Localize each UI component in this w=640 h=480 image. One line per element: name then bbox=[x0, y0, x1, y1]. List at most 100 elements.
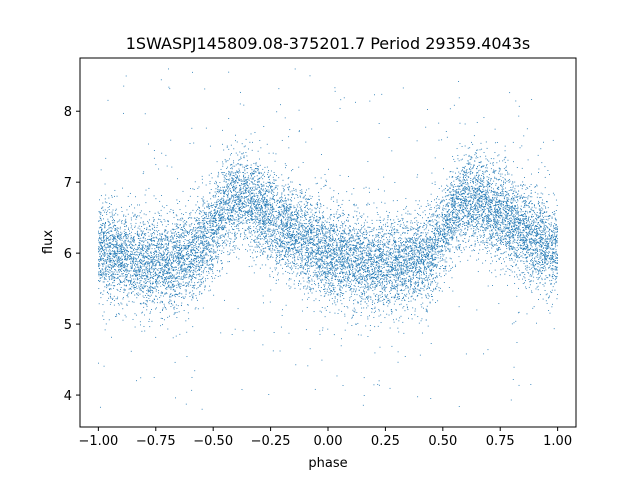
data-point bbox=[304, 240, 306, 242]
data-point bbox=[178, 261, 180, 263]
data-point bbox=[396, 289, 398, 291]
data-point bbox=[156, 245, 158, 247]
data-point bbox=[481, 213, 482, 215]
data-point bbox=[326, 229, 328, 230]
data-point bbox=[202, 247, 204, 249]
data-point bbox=[472, 186, 474, 188]
data-point bbox=[329, 231, 331, 233]
data-point bbox=[241, 221, 243, 223]
data-point bbox=[290, 278, 292, 280]
data-point bbox=[286, 242, 287, 244]
data-point bbox=[407, 271, 409, 273]
data-point bbox=[161, 301, 163, 303]
data-point bbox=[346, 262, 348, 264]
data-point bbox=[193, 287, 195, 289]
data-point bbox=[223, 247, 225, 249]
data-point bbox=[486, 197, 487, 199]
data-point bbox=[508, 193, 510, 195]
data-point bbox=[203, 280, 204, 282]
data-point bbox=[473, 249, 475, 251]
data-point bbox=[259, 214, 261, 216]
data-point bbox=[243, 198, 245, 199]
data-point bbox=[121, 206, 123, 208]
data-point bbox=[153, 376, 155, 378]
data-point bbox=[432, 215, 434, 217]
data-point bbox=[522, 243, 524, 244]
data-point bbox=[406, 273, 408, 275]
data-point bbox=[121, 222, 123, 224]
data-point bbox=[153, 269, 155, 271]
data-point bbox=[491, 213, 493, 214]
data-point bbox=[523, 215, 525, 217]
data-point bbox=[454, 203, 456, 205]
data-point bbox=[121, 262, 123, 264]
data-point bbox=[291, 219, 293, 221]
data-point bbox=[291, 194, 293, 196]
data-point bbox=[462, 215, 464, 217]
data-point bbox=[103, 365, 105, 367]
data-point bbox=[221, 201, 223, 203]
data-point bbox=[218, 245, 219, 247]
data-point bbox=[460, 159, 462, 161]
data-point bbox=[284, 241, 286, 243]
data-point bbox=[301, 226, 303, 228]
data-point bbox=[446, 214, 448, 216]
data-point bbox=[129, 192, 131, 194]
data-point bbox=[114, 237, 116, 239]
data-point bbox=[203, 245, 205, 247]
data-point bbox=[187, 256, 189, 258]
data-point bbox=[348, 233, 350, 234]
data-point bbox=[392, 235, 394, 237]
data-point bbox=[262, 178, 264, 180]
data-point bbox=[198, 261, 200, 263]
data-point bbox=[375, 234, 377, 236]
data-point bbox=[412, 241, 414, 242]
data-point bbox=[431, 247, 433, 249]
data-point bbox=[383, 278, 385, 280]
data-point bbox=[388, 280, 390, 282]
data-point bbox=[487, 242, 489, 244]
data-point bbox=[282, 267, 283, 269]
data-point bbox=[283, 205, 285, 206]
data-point bbox=[369, 275, 371, 277]
data-point bbox=[455, 200, 456, 202]
data-point bbox=[172, 277, 174, 279]
data-point bbox=[289, 208, 291, 210]
data-point bbox=[227, 233, 229, 234]
data-point bbox=[329, 230, 331, 232]
data-point bbox=[385, 257, 387, 259]
data-point bbox=[392, 223, 394, 225]
data-point bbox=[249, 195, 251, 197]
data-point bbox=[108, 297, 110, 299]
data-point bbox=[356, 232, 358, 234]
data-point bbox=[429, 220, 430, 222]
data-point bbox=[507, 284, 508, 286]
data-point bbox=[186, 254, 188, 256]
data-point bbox=[500, 222, 502, 223]
data-point bbox=[463, 170, 464, 172]
data-point bbox=[142, 247, 144, 249]
data-point bbox=[282, 187, 284, 189]
data-point bbox=[431, 253, 433, 255]
data-point bbox=[155, 230, 157, 232]
data-point bbox=[396, 292, 398, 294]
data-point bbox=[535, 256, 537, 258]
data-point bbox=[153, 258, 154, 260]
data-point bbox=[505, 191, 506, 193]
data-point bbox=[419, 259, 421, 261]
data-point bbox=[455, 248, 457, 250]
data-point bbox=[315, 219, 317, 221]
data-point bbox=[300, 263, 302, 265]
data-point bbox=[167, 253, 169, 255]
data-point bbox=[188, 281, 190, 283]
data-point bbox=[113, 263, 115, 265]
data-point bbox=[99, 254, 101, 255]
data-point bbox=[510, 189, 512, 191]
data-point bbox=[476, 209, 478, 211]
data-point bbox=[198, 218, 200, 220]
data-point bbox=[444, 243, 446, 245]
data-point bbox=[155, 281, 157, 283]
data-point bbox=[459, 217, 461, 219]
data-point bbox=[504, 251, 506, 253]
data-point bbox=[341, 259, 343, 261]
